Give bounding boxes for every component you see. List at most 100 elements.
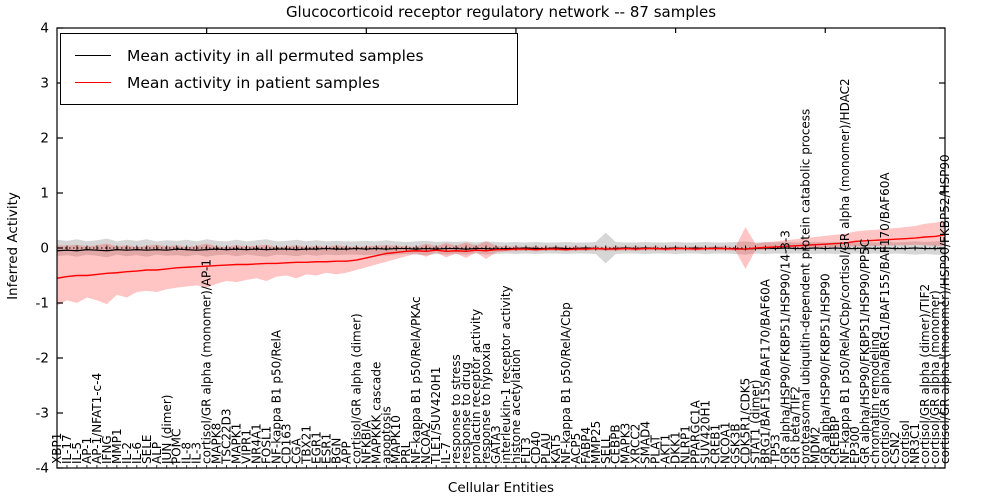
x-tick-label: MAPK8: [210, 423, 224, 464]
y-tick-label: 4: [40, 21, 49, 37]
x-tick-label: cortisol/GR alpha (monomer): [928, 290, 942, 464]
y-tick-label: -2: [36, 351, 49, 367]
x-tick-label: NFKBIA: [359, 419, 373, 464]
x-tick-label: cortisol/GR alpha (dimer): [349, 313, 363, 464]
x-tick-label: NCOA2: [419, 422, 433, 464]
permuted-line-swatch: [75, 55, 111, 56]
x-tick-label: NCOA1: [718, 422, 732, 464]
x-tick-label: CEBPB: [609, 424, 623, 464]
x-tick-label: NF-kappa B1 p50/RelA/Cbp: [559, 302, 573, 464]
x-tick-label: IL-5: [70, 442, 84, 464]
x-tick-label: MAPK1: [230, 423, 244, 464]
x-tick-label: response to hypoxia: [479, 343, 493, 464]
x-tick-label: TBX21: [299, 425, 313, 465]
x-tick-label: IL-17: [60, 434, 74, 464]
x-tick-label: interleukin-1 receptor activity: [499, 285, 513, 464]
x-tick-label: apoptosis: [379, 406, 393, 464]
x-tick-label: IFNG: [100, 435, 114, 464]
y-tick-label: 0: [40, 241, 49, 257]
patient-mean-line: [56, 234, 946, 279]
x-tick-label: VIPR1: [240, 429, 254, 464]
x-tick-label: IL-2: [120, 442, 134, 464]
x-tick-label: GATA3: [489, 425, 503, 464]
y-tick-label: -3: [36, 406, 49, 422]
x-tick-label: response to drug: [459, 362, 473, 464]
x-tick-label: MAPK10: [389, 415, 403, 464]
patient-confidence-band: [57, 220, 945, 306]
x-tick-label: JUN (dimer): [160, 395, 174, 465]
x-tick-label: histone acetylation: [509, 349, 523, 464]
x-tick-label: FOSL1: [260, 426, 274, 464]
x-tick-label: SELL: [599, 435, 613, 464]
x-tick-label: FABP4: [579, 427, 593, 464]
x-tick-label: MAPKKK cascade: [369, 362, 383, 464]
x-tick-label: IL-8: [180, 442, 194, 464]
x-tick-label: cortisol/GR alpha/BRG1/BAF155/BAF170/BAF…: [878, 172, 892, 464]
x-tick-label: IL-7: [439, 442, 453, 464]
x-tick-label: NLRP1: [679, 425, 693, 464]
x-tick-label: GR alpha/HSP90/FKBP51/HSP90/14-3-3: [778, 230, 792, 464]
x-tick-label: CDK5R1/CDK5: [738, 378, 752, 464]
x-tick-label: CD163: [279, 423, 293, 464]
x-tick-label: EGR1: [309, 431, 323, 464]
x-tick-label: BGN: [329, 438, 343, 464]
chart-title: Glucocorticoid receptor regulatory netwo…: [285, 3, 717, 21]
x-tick-label: NF-kappa B1 p50/RelA/PKAc: [409, 296, 423, 464]
x-tick-label: TP53: [768, 434, 782, 465]
x-tick-label: NF-kappa B1 p50/RelA/Cbp/cortisol/GR alp…: [838, 78, 852, 464]
x-tick-label: IL-3: [190, 442, 204, 464]
y-tick-label: -4: [36, 461, 49, 477]
y-tick-label: 2: [40, 131, 49, 147]
x-tick-label: MMP25: [589, 421, 603, 464]
x-tick-label: ESR1: [319, 433, 333, 464]
x-tick-label: AP-1: [80, 437, 94, 464]
x-tick-label: KAT5: [549, 434, 563, 464]
x-tick-label: PLAT: [649, 435, 663, 464]
x-tick-label: PPARGC1A: [689, 399, 703, 464]
x-tick-label: CGA: [289, 437, 303, 464]
x-tick-label: SMAD4: [639, 421, 653, 464]
legend: Mean activity in all permuted samples Me…: [60, 33, 518, 105]
x-tick-label: chromatin remodeling: [868, 331, 882, 464]
x-tick-label: GR alpha/HSP90/FKBP51/HSP90: [818, 273, 832, 464]
x-tick-label: BRG1/BAF155/BAF170/BAF60A: [758, 278, 772, 464]
patient-line-swatch: [75, 82, 111, 83]
x-tick-label: CREB1: [709, 424, 723, 464]
x-tick-label: cortisol/GR alpha (monomer)/HSP90/FKBP52…: [938, 154, 952, 464]
x-tick-label: MDM2: [808, 426, 822, 464]
x-tick-label: GSK3B: [728, 423, 742, 464]
x-tick-label: MMP1: [110, 428, 124, 464]
x-tick-label: ACP5: [569, 433, 583, 464]
x-tick-label: GR beta/TIF2: [788, 386, 802, 464]
x-tick-label: POMC: [170, 429, 184, 464]
x-tick-label: CSN2: [888, 431, 902, 464]
x-axis-label: Cellular Entities: [447, 480, 555, 496]
x-tick-label: SUV420H1: [699, 400, 713, 464]
legend-entry-permuted: Mean activity in all permuted samples: [75, 42, 507, 69]
x-tick-label: SELE: [140, 435, 154, 464]
legend-label-patient: Mean activity in patient samples: [127, 73, 380, 92]
legend-label-permuted: Mean activity in all permuted samples: [127, 46, 424, 65]
x-tick-label: GR alpha/HSP90/FKBP51/HSP90/PP5C: [858, 239, 872, 464]
legend-entry-patient: Mean activity in patient samples: [75, 69, 507, 96]
x-tick-label: response to stress: [449, 354, 463, 464]
x-tick-label: CREBBP: [828, 416, 842, 464]
x-tick-label: NR4A1: [250, 423, 264, 464]
x-tick-label: CD40: [529, 431, 543, 464]
x-tick-label: cortisol/GR alpha (monomer)/AP-1: [200, 259, 214, 464]
x-tick-label: APP: [339, 441, 353, 464]
y-tick-label: -1: [36, 296, 49, 312]
x-tick-label: TSC22D3: [220, 409, 234, 465]
x-tick-label: proteasomal ubiquitin-dependent protein …: [798, 109, 812, 464]
x-tick-label: MAPK3: [619, 423, 633, 464]
y-tick-label: 3: [40, 76, 49, 92]
x-tick-label: NF-kappa B1 p50/RelA: [270, 329, 284, 464]
x-tick-label: PLAU: [539, 433, 553, 464]
x-tick-label: FLT3: [519, 437, 533, 464]
x-tick-label: TLE1/SUV420H1: [429, 367, 443, 465]
x-tick-label: PRL: [399, 441, 413, 464]
permuted-mean-line: [56, 247, 945, 252]
y-tick-label: 1: [40, 186, 49, 202]
